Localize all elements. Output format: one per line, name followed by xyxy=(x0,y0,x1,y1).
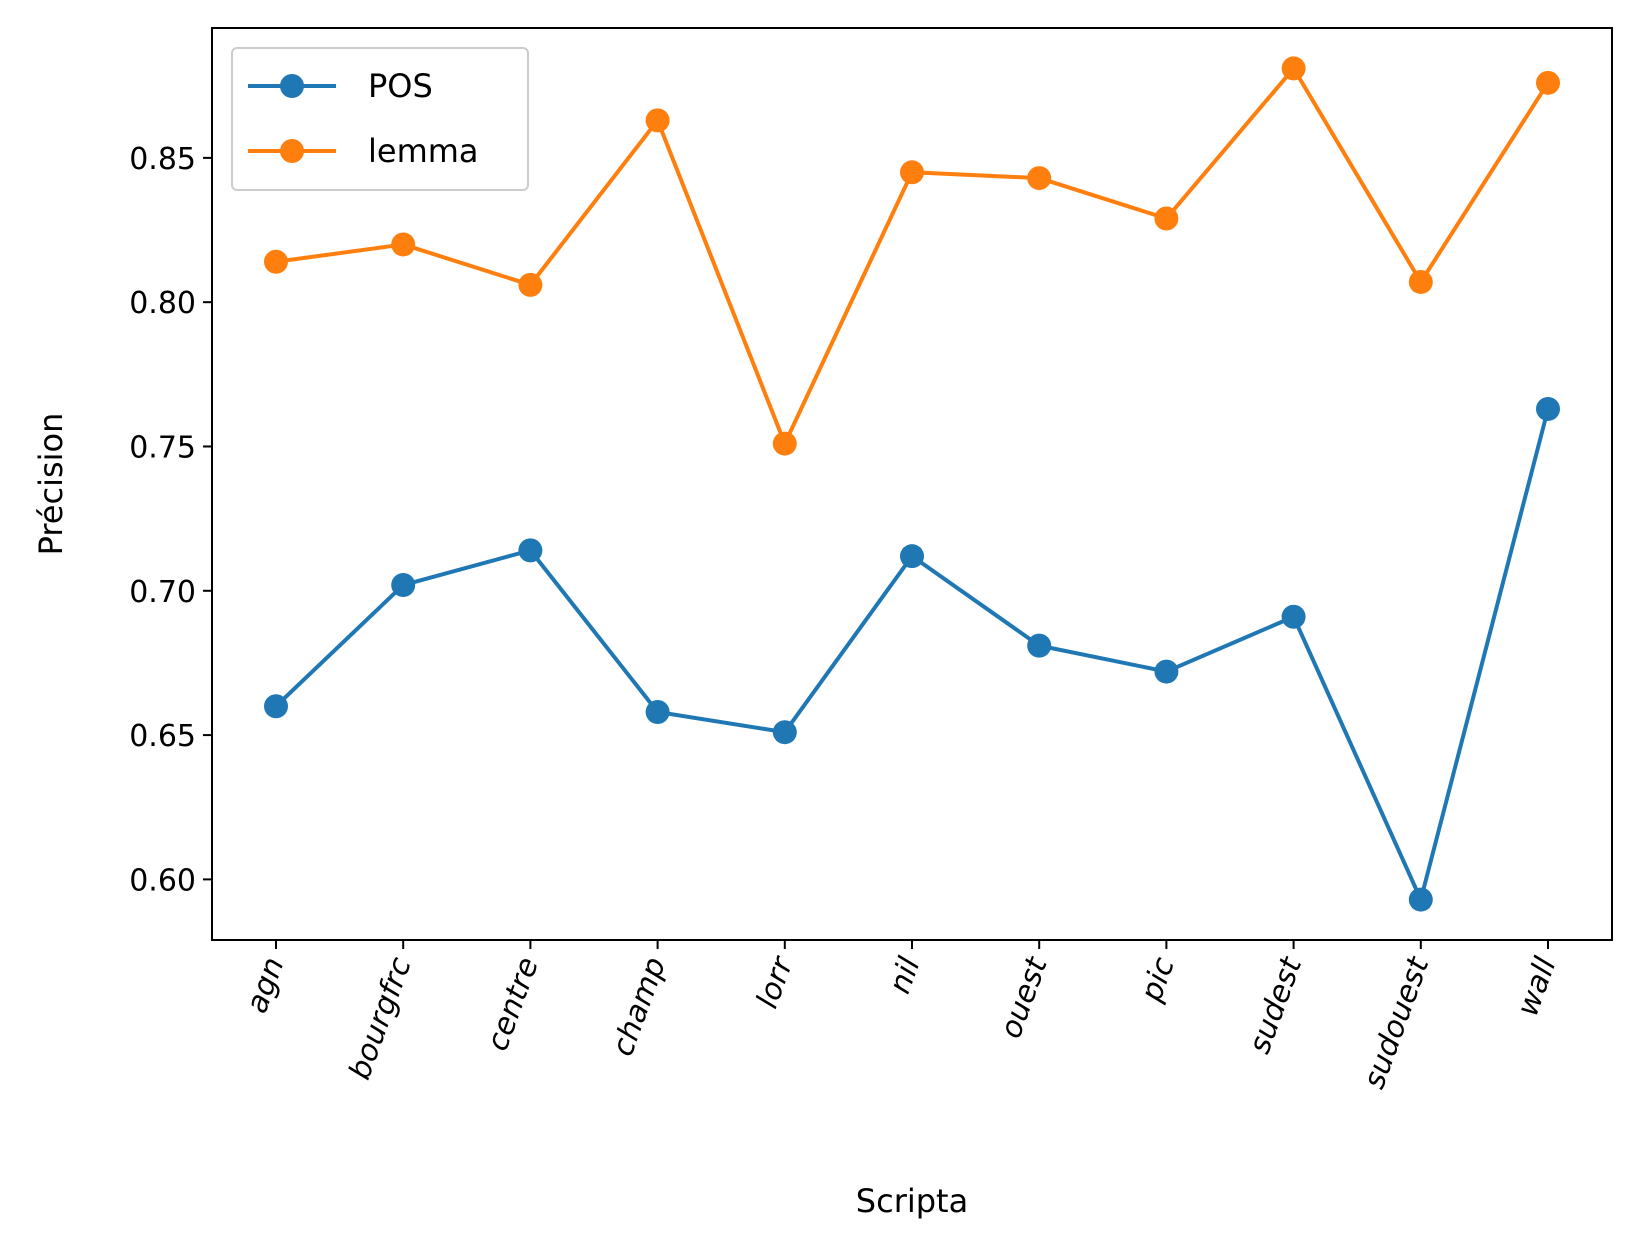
data-point-pos-bourgfrc xyxy=(391,573,416,598)
data-point-lemma-sudouest xyxy=(1408,269,1433,294)
data-point-lemma-nil xyxy=(900,160,924,185)
series-line-pos xyxy=(274,408,1550,902)
data-point-lemma-agn xyxy=(264,249,288,274)
data-point-pos-champ xyxy=(645,700,670,724)
data-point-pos-agn xyxy=(264,694,288,719)
data-point-pos-ouest xyxy=(1027,633,1052,658)
data-point-pos-centre xyxy=(518,538,543,563)
data-point-lemma-champ xyxy=(645,108,670,133)
data-point-pos-sudouest xyxy=(1408,887,1433,912)
data-point-lemma-centre xyxy=(518,272,543,297)
data-point-pos-pic xyxy=(1154,659,1179,684)
data-point-lemma-ouest xyxy=(1027,166,1052,191)
y-tick-label: 0.80 xyxy=(129,286,196,321)
legend-box xyxy=(231,47,529,191)
data-point-lemma-pic xyxy=(1154,206,1179,231)
data-point-pos-lorr xyxy=(772,720,797,745)
x-tick-label: champ xyxy=(605,953,673,1061)
x-tick-label: wall xyxy=(1510,952,1563,1021)
x-tick-label: agn xyxy=(239,953,291,1018)
y-tick-label: 0.60 xyxy=(129,863,196,898)
y-axis-label: Précision xyxy=(32,413,70,556)
x-tick-label: bourgfrc xyxy=(342,952,419,1084)
data-point-lemma-bourgfrc xyxy=(391,232,416,257)
data-point-lemma-sudest xyxy=(1281,56,1306,81)
y-tick-label: 0.75 xyxy=(129,430,196,465)
data-point-pos-nil xyxy=(900,544,924,569)
legend-label-lemma: lemma xyxy=(368,132,479,170)
x-tick-label: sudest xyxy=(1242,952,1309,1059)
data-point-lemma-lorr xyxy=(772,431,797,456)
x-tick-label: sudouest xyxy=(1357,952,1437,1094)
legend: POS lemma xyxy=(231,47,529,191)
x-tick-label: pic xyxy=(1134,952,1182,1007)
series-lines-layer xyxy=(274,66,1550,902)
y-tick-label: 0.85 xyxy=(129,142,196,177)
legend-items: POS lemma xyxy=(248,67,479,170)
y-tick-label: 0.65 xyxy=(129,719,196,754)
legend-marker-pos xyxy=(280,74,304,98)
x-tick-label: lorr xyxy=(750,951,801,1013)
x-axis-label: Scripta xyxy=(856,1182,968,1220)
legend-marker-lemma xyxy=(280,139,304,163)
x-tick-label: nil xyxy=(882,952,927,998)
plot-frame xyxy=(211,27,1613,941)
data-point-pos-sudest xyxy=(1281,604,1306,629)
data-point-pos-wall xyxy=(1536,396,1560,421)
ticks-layer: 0.60 0.65 0.70 0.75 0.80 0.85 agn bourgfrc centr… xyxy=(129,142,1564,1094)
series-markers-layer xyxy=(264,56,1560,912)
legend-label-pos: POS xyxy=(368,67,433,105)
y-tick-label: 0.70 xyxy=(129,575,196,610)
data-point-lemma-wall xyxy=(1536,70,1560,95)
x-tick-label: ouest xyxy=(993,952,1055,1043)
x-tick-label: centre xyxy=(480,953,546,1056)
